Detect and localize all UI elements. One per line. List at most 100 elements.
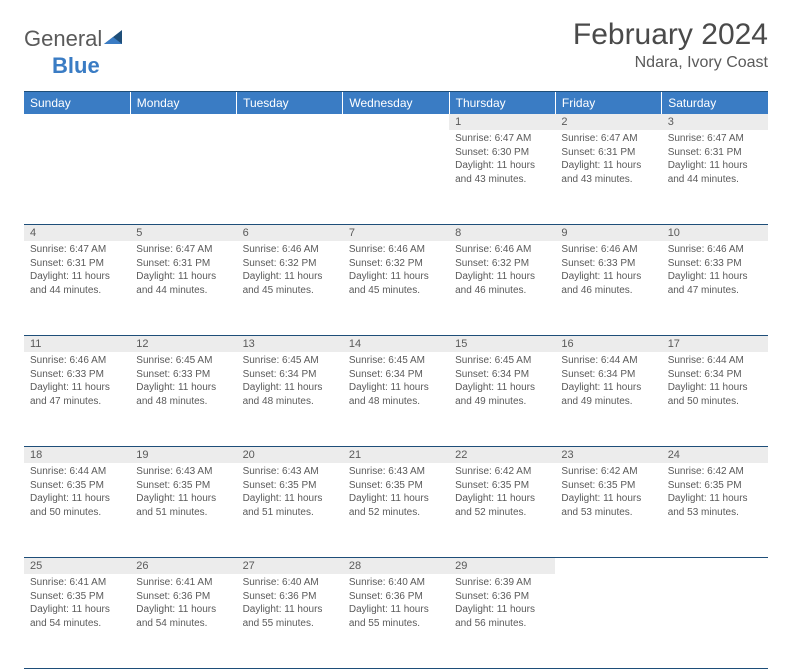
daylight: Daylight: 11 hours and 48 minutes. xyxy=(136,381,230,408)
daynum-row: 18192021222324 xyxy=(24,447,768,464)
sunrise: Sunrise: 6:46 AM xyxy=(243,243,337,257)
content-row: Sunrise: 6:47 AMSunset: 6:30 PMDaylight:… xyxy=(24,130,768,225)
day-cell: Sunrise: 6:47 AMSunset: 6:31 PMDaylight:… xyxy=(555,130,661,225)
sunset: Sunset: 6:34 PM xyxy=(668,368,762,382)
day-cell: Sunrise: 6:44 AMSunset: 6:35 PMDaylight:… xyxy=(24,463,130,558)
sunrise: Sunrise: 6:42 AM xyxy=(561,465,655,479)
sunrise: Sunrise: 6:41 AM xyxy=(136,576,230,590)
day-cell: Sunrise: 6:46 AMSunset: 6:32 PMDaylight:… xyxy=(237,241,343,336)
day-number: 3 xyxy=(662,114,768,130)
col-sunday: Sunday xyxy=(24,92,130,114)
day-number: 9 xyxy=(555,225,661,242)
blank-cell xyxy=(237,114,343,130)
sunrise: Sunrise: 6:46 AM xyxy=(349,243,443,257)
sunrise: Sunrise: 6:39 AM xyxy=(455,576,549,590)
day-number: 21 xyxy=(343,447,449,464)
daylight: Daylight: 11 hours and 51 minutes. xyxy=(243,492,337,519)
logo-text: General Blue xyxy=(24,26,126,79)
logo-word2: Blue xyxy=(52,53,100,78)
day-number: 27 xyxy=(237,558,343,575)
day-number: 15 xyxy=(449,336,555,353)
sunrise: Sunrise: 6:44 AM xyxy=(561,354,655,368)
header: General Blue February 2024 Ndara, Ivory … xyxy=(24,18,768,79)
day-cell: Sunrise: 6:45 AMSunset: 6:34 PMDaylight:… xyxy=(449,352,555,447)
day-number: 25 xyxy=(24,558,130,575)
location: Ndara, Ivory Coast xyxy=(573,54,768,72)
daylight: Daylight: 11 hours and 54 minutes. xyxy=(30,603,124,630)
day-number: 23 xyxy=(555,447,661,464)
day-number: 12 xyxy=(130,336,236,353)
day-number: 5 xyxy=(130,225,236,242)
col-wednesday: Wednesday xyxy=(343,92,449,114)
day-cell: Sunrise: 6:40 AMSunset: 6:36 PMDaylight:… xyxy=(343,574,449,669)
daylight: Daylight: 11 hours and 54 minutes. xyxy=(136,603,230,630)
sunrise: Sunrise: 6:45 AM xyxy=(136,354,230,368)
sunrise: Sunrise: 6:45 AM xyxy=(455,354,549,368)
daylight: Daylight: 11 hours and 55 minutes. xyxy=(243,603,337,630)
sunset: Sunset: 6:31 PM xyxy=(136,257,230,271)
calendar-table: Sunday Monday Tuesday Wednesday Thursday… xyxy=(24,92,768,669)
blank-cell xyxy=(130,114,236,130)
sunrise: Sunrise: 6:42 AM xyxy=(668,465,762,479)
day-number: 6 xyxy=(237,225,343,242)
sunrise: Sunrise: 6:44 AM xyxy=(30,465,124,479)
sunrise: Sunrise: 6:44 AM xyxy=(668,354,762,368)
sunrise: Sunrise: 6:43 AM xyxy=(349,465,443,479)
day-number: 18 xyxy=(24,447,130,464)
sunset: Sunset: 6:36 PM xyxy=(349,590,443,604)
sunrise: Sunrise: 6:43 AM xyxy=(136,465,230,479)
daynum-row: 11121314151617 xyxy=(24,336,768,353)
daylight: Daylight: 11 hours and 47 minutes. xyxy=(30,381,124,408)
daylight: Daylight: 11 hours and 44 minutes. xyxy=(136,270,230,297)
day-number: 22 xyxy=(449,447,555,464)
daylight: Daylight: 11 hours and 43 minutes. xyxy=(561,159,655,186)
sunset: Sunset: 6:36 PM xyxy=(243,590,337,604)
sunset: Sunset: 6:33 PM xyxy=(668,257,762,271)
day-cell: Sunrise: 6:47 AMSunset: 6:31 PMDaylight:… xyxy=(24,241,130,336)
sunset: Sunset: 6:32 PM xyxy=(349,257,443,271)
daylight: Daylight: 11 hours and 50 minutes. xyxy=(668,381,762,408)
page: General Blue February 2024 Ndara, Ivory … xyxy=(0,0,792,669)
daynum-row: 123 xyxy=(24,114,768,130)
daylight: Daylight: 11 hours and 50 minutes. xyxy=(30,492,124,519)
day-number: 4 xyxy=(24,225,130,242)
daylight: Daylight: 11 hours and 47 minutes. xyxy=(668,270,762,297)
daylight: Daylight: 11 hours and 55 minutes. xyxy=(349,603,443,630)
daylight: Daylight: 11 hours and 52 minutes. xyxy=(349,492,443,519)
content-row: Sunrise: 6:44 AMSunset: 6:35 PMDaylight:… xyxy=(24,463,768,558)
blank-cell xyxy=(24,114,130,130)
daylight: Daylight: 11 hours and 46 minutes. xyxy=(455,270,549,297)
day-number: 11 xyxy=(24,336,130,353)
col-friday: Friday xyxy=(555,92,661,114)
sunset: Sunset: 6:32 PM xyxy=(455,257,549,271)
daylight: Daylight: 11 hours and 51 minutes. xyxy=(136,492,230,519)
day-cell: Sunrise: 6:42 AMSunset: 6:35 PMDaylight:… xyxy=(662,463,768,558)
sunrise: Sunrise: 6:47 AM xyxy=(30,243,124,257)
day-cell: Sunrise: 6:46 AMSunset: 6:32 PMDaylight:… xyxy=(449,241,555,336)
calendar-header: Sunday Monday Tuesday Wednesday Thursday… xyxy=(24,92,768,114)
day-number: 7 xyxy=(343,225,449,242)
daylight: Daylight: 11 hours and 43 minutes. xyxy=(455,159,549,186)
day-cell: Sunrise: 6:46 AMSunset: 6:32 PMDaylight:… xyxy=(343,241,449,336)
blank-cell xyxy=(343,114,449,130)
daylight: Daylight: 11 hours and 45 minutes. xyxy=(349,270,443,297)
col-thursday: Thursday xyxy=(449,92,555,114)
sunrise: Sunrise: 6:45 AM xyxy=(349,354,443,368)
day-cell: Sunrise: 6:44 AMSunset: 6:34 PMDaylight:… xyxy=(662,352,768,447)
day-cell: Sunrise: 6:45 AMSunset: 6:34 PMDaylight:… xyxy=(237,352,343,447)
sunset: Sunset: 6:31 PM xyxy=(668,146,762,160)
sunset: Sunset: 6:35 PM xyxy=(136,479,230,493)
sunrise: Sunrise: 6:46 AM xyxy=(561,243,655,257)
sail-icon xyxy=(104,30,126,53)
day-cell: Sunrise: 6:47 AMSunset: 6:31 PMDaylight:… xyxy=(662,130,768,225)
day-cell: Sunrise: 6:41 AMSunset: 6:36 PMDaylight:… xyxy=(130,574,236,669)
sunset: Sunset: 6:31 PM xyxy=(30,257,124,271)
day-number: 20 xyxy=(237,447,343,464)
daylight: Daylight: 11 hours and 49 minutes. xyxy=(455,381,549,408)
day-number: 19 xyxy=(130,447,236,464)
daylight: Daylight: 11 hours and 49 minutes. xyxy=(561,381,655,408)
day-number: 10 xyxy=(662,225,768,242)
sunrise: Sunrise: 6:45 AM xyxy=(243,354,337,368)
daylight: Daylight: 11 hours and 44 minutes. xyxy=(30,270,124,297)
blank-cell xyxy=(555,558,661,575)
